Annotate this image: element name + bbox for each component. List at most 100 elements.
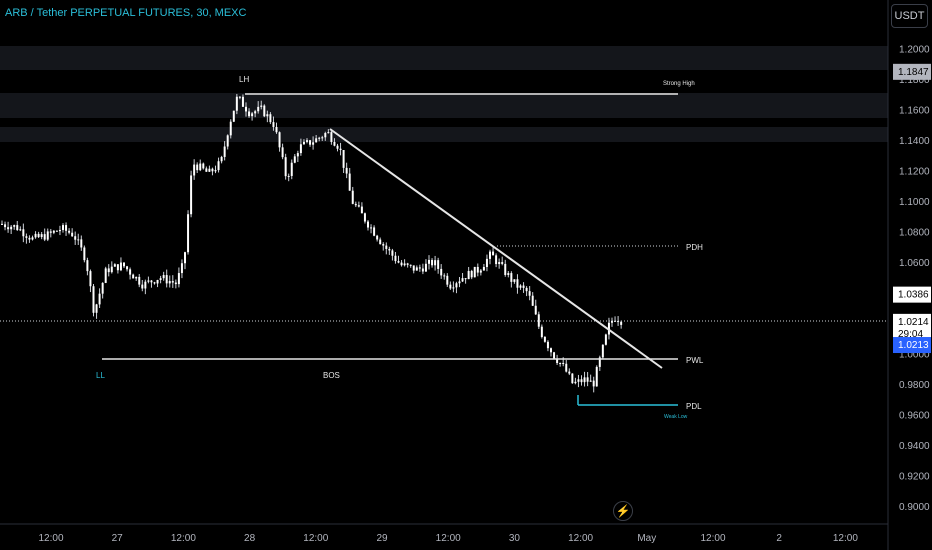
candle-body [287, 175, 290, 177]
price-tick: 1.0000 [899, 350, 930, 361]
candle-body [74, 236, 77, 240]
candle-body [104, 268, 107, 283]
candle-body [455, 283, 458, 288]
candle-body [211, 168, 214, 172]
candle-body [98, 293, 101, 305]
candle-body [62, 225, 64, 230]
candle-body [415, 267, 418, 271]
candle-body [394, 255, 397, 262]
candle-body [254, 111, 257, 114]
candle-body [437, 260, 440, 269]
price-label: 1.1847 [898, 67, 929, 78]
candle-body [510, 273, 513, 282]
candle-body [482, 266, 485, 271]
candle-body [397, 261, 400, 263]
candle-body [336, 145, 339, 149]
drawings [0, 0, 889, 550]
candle-body [129, 269, 132, 275]
candle-body [424, 263, 427, 272]
candle-body [31, 237, 34, 240]
price-tick: 0.9000 [899, 502, 930, 513]
candle-body [592, 380, 595, 387]
candle-body [485, 258, 488, 267]
candle-body [193, 164, 196, 176]
candle-body [278, 132, 281, 148]
candle-body [116, 264, 119, 271]
candle-body [589, 380, 592, 382]
price-tick: 1.0800 [899, 228, 930, 239]
candle-body [412, 265, 415, 271]
candle-body [357, 205, 360, 207]
candle-body [156, 279, 159, 284]
trendline[interactable] [329, 128, 663, 369]
currency-button[interactable]: USDT [891, 4, 928, 28]
price-label-bg [893, 63, 931, 80]
candle-body [309, 140, 312, 145]
candle-body [498, 262, 501, 265]
price-tick: 0.9600 [899, 411, 930, 422]
candle-body [559, 362, 562, 364]
candle-body [470, 270, 473, 278]
candle-body [598, 357, 601, 367]
candle-body [507, 273, 510, 275]
candle-body [25, 236, 28, 238]
candle-body [19, 229, 22, 231]
candle-body [333, 141, 336, 146]
candle-body [568, 371, 571, 374]
time-tick: 28 [244, 533, 256, 544]
candle-body [525, 287, 528, 292]
candle-body [501, 262, 504, 264]
candle-body [4, 224, 7, 228]
price-tick: 1.1000 [899, 197, 930, 208]
candle-body [367, 221, 369, 228]
candle-body [373, 227, 376, 236]
candle-body [296, 153, 299, 157]
candle-body [446, 275, 449, 285]
candle-body [339, 148, 342, 151]
candle-body [162, 275, 165, 279]
price-label-bg [893, 337, 931, 354]
candle-body [489, 251, 491, 259]
candle-body [546, 341, 549, 349]
candle-body [434, 260, 437, 266]
candle-body [595, 366, 598, 387]
price-axis-ticks: 1.2000 1.1800 1.1600 1.1400 1.1200 1.1000 1.08… [899, 45, 930, 514]
candle-body [144, 281, 147, 289]
candle-body [519, 285, 522, 288]
candle-body [431, 259, 434, 266]
candle-body [351, 190, 354, 204]
candle-body [400, 262, 403, 266]
candle-body [479, 270, 482, 273]
candle-body [202, 163, 205, 169]
candle-body [68, 230, 71, 233]
candle-body [315, 138, 318, 143]
candle-body [556, 358, 559, 364]
candle-body [126, 266, 129, 270]
candle-body [281, 147, 284, 158]
candle-body [543, 336, 546, 342]
candle-body [272, 122, 275, 127]
candle-body [28, 237, 31, 240]
price-label-bg [893, 313, 931, 340]
candle-body [241, 96, 244, 107]
candle-body [620, 321, 623, 325]
candle-body [617, 321, 620, 323]
candle-body [141, 284, 144, 289]
candle-body [403, 263, 406, 266]
candle-body [327, 132, 330, 134]
time-tick: 12:00 [171, 533, 196, 544]
candle-body [196, 164, 199, 171]
price-label: 1.0214 [898, 317, 929, 328]
candle-body [199, 163, 202, 171]
candle-body [284, 157, 287, 177]
candle-body [223, 146, 226, 157]
candle-body [580, 379, 583, 383]
candle-body [406, 263, 409, 265]
candle-body [531, 295, 534, 306]
candle-body [238, 96, 241, 98]
candle-body [187, 214, 190, 253]
candle-body [150, 280, 153, 283]
candle-body [348, 173, 351, 191]
candle-body [379, 239, 382, 245]
